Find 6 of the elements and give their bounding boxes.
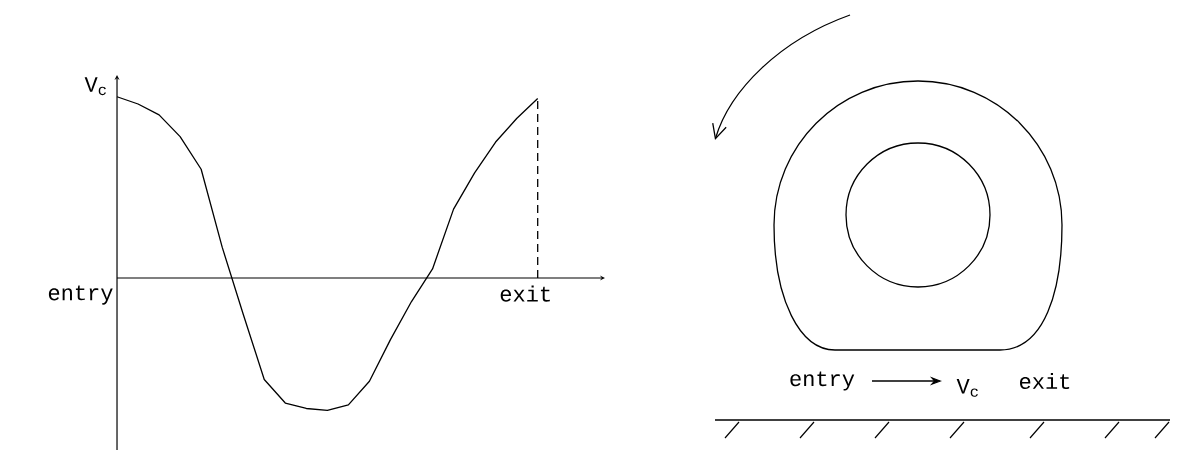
text: exit [1020, 372, 1070, 390]
annotation: entry [48, 285, 113, 305]
y-axis-title: V$_{c}$ [84, 77, 106, 96]
text: V$_{c}$ [956, 379, 978, 397]
annotation: exit [500, 285, 550, 302]
text: entry [790, 371, 855, 391]
